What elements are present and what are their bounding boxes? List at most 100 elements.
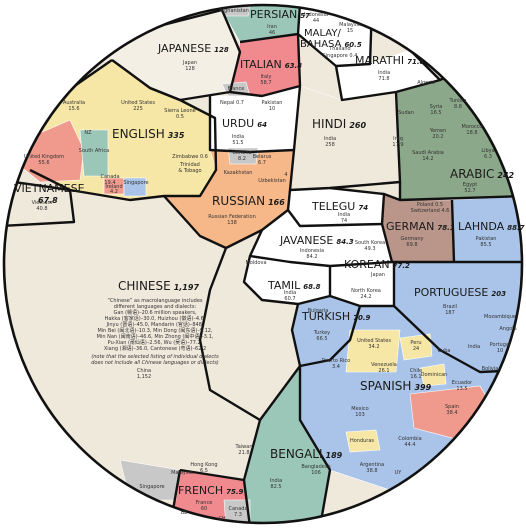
- region-spanish-dominican: [419, 363, 447, 387]
- label-malay-1: MALAY/: [304, 28, 341, 39]
- country-label: CH: [218, 516, 225, 522]
- country-label: 44.4: [404, 442, 415, 448]
- region-spanish-us: [345, 329, 401, 373]
- country-label: Malaysia: [171, 470, 193, 476]
- country-label: India: [324, 136, 336, 142]
- country-label: 26.1: [378, 368, 389, 374]
- label-turkish: TURKISH 70.9: [301, 310, 371, 323]
- country-label: 66.5: [316, 336, 327, 342]
- country-label: Australia: [63, 100, 85, 106]
- country-label: France: [196, 500, 213, 506]
- country-labels: Afghanistan Iran 46 Indonesia 44 Malaysi…: [24, 8, 517, 522]
- country-label: 60: [201, 506, 207, 512]
- country-label: Brazil: [443, 304, 457, 310]
- country-label: Morocco: [462, 124, 483, 130]
- country-label: Saudi Arabia: [412, 150, 444, 156]
- country-label: Japan: [370, 272, 385, 278]
- country-label: Spain: [445, 404, 459, 410]
- country-label: Moldova: [245, 260, 266, 266]
- country-label: different languages and dialects:: [114, 304, 197, 310]
- region-english-singapore: [123, 177, 147, 197]
- country-label: Uzbekistan: [258, 178, 286, 184]
- label-javanese: JAVANESE 84.3: [279, 234, 354, 247]
- country-label: 46: [269, 30, 275, 36]
- country-label: Pakistan: [262, 100, 283, 106]
- country-label: 15: [347, 28, 353, 34]
- country-label: BE: [181, 510, 188, 516]
- region-hindi: [289, 85, 401, 191]
- country-label: NZ: [84, 130, 92, 136]
- country-label: 10: [497, 348, 503, 354]
- country-label: South Korea: [355, 240, 385, 246]
- region-spanish-peru: [399, 333, 433, 361]
- country-label: 49.3: [364, 246, 375, 252]
- country-label: 82.5: [270, 484, 281, 490]
- country-label: 21.8: [238, 450, 249, 456]
- country-label: Argentina: [360, 462, 384, 468]
- label-urdu: URDU 64: [222, 117, 267, 130]
- country-label: Peru: [410, 340, 421, 346]
- country-label: 1,152: [137, 374, 151, 380]
- country-label: 34.2: [368, 344, 379, 350]
- label-tamil: TAMIL 68.8: [267, 279, 321, 292]
- country-label: 51.5: [232, 140, 243, 146]
- country-label: Ireland: [105, 184, 122, 190]
- country-label: 71.8: [378, 76, 389, 82]
- country-label: Cuba: [438, 348, 451, 354]
- country-label: Pu-Xian (莆仙语)–2.56, Wu (吴语)–77.2,: [108, 339, 203, 346]
- country-label: Mexico: [351, 406, 368, 412]
- country-label: South Africa: [79, 148, 109, 154]
- label-arabic: ARABIC 242: [450, 167, 515, 181]
- country-label: Italy: [261, 74, 272, 80]
- country-label: 40.8: [36, 206, 47, 212]
- country-label: 8.2: [238, 156, 246, 162]
- country-label: 60.7: [284, 296, 295, 302]
- country-label: Russian Federation: [208, 214, 255, 220]
- label-english: ENGLISH 335: [112, 127, 185, 141]
- country-label: UY: [395, 470, 403, 476]
- country-label: 69.8: [406, 242, 417, 248]
- country-label: 85.5: [480, 242, 491, 248]
- country-label: Colombia: [398, 436, 422, 442]
- country-label: Bangladesh: [301, 464, 330, 470]
- country-label: Singapore 0.4: [323, 53, 358, 59]
- country-label: 10: [269, 106, 275, 112]
- country-label: Malaysia: [339, 22, 361, 28]
- label-german: GERMAN 78.1: [386, 220, 455, 233]
- country-label: does not include all Chinese languages o…: [91, 360, 219, 366]
- label-marathi: MARATHI 71.8: [355, 54, 425, 67]
- country-label: 84.2: [306, 254, 317, 260]
- country-label: North Korea: [351, 288, 381, 294]
- country-label: Gan (赣语)–20.6 million speakers,: [113, 309, 196, 316]
- language-labels: PERSIAN 57 MALAY/ BAHASA 60.5 JAPANESE 128 …: [14, 8, 525, 497]
- country-label: Tunisia: [448, 98, 466, 104]
- country-label: Xiang (湘语)–36.0, Cantonese (粤语)–62.2: [104, 345, 206, 352]
- country-label: 8.8: [454, 104, 462, 110]
- country-label: Iran: [267, 24, 277, 30]
- country-label: Singapore: [139, 484, 164, 490]
- country-label: 17.9: [392, 142, 403, 148]
- label-hindi: HINDI 260: [312, 117, 366, 131]
- country-label: Iraq: [393, 136, 403, 142]
- country-label: 14.2: [422, 156, 433, 162]
- country-label: Honduras: [350, 438, 374, 444]
- country-label: 24.2: [360, 294, 371, 300]
- country-label: Zimbabwe 0.6: [172, 154, 208, 160]
- country-label: Canada: [100, 174, 119, 180]
- country-label: 106: [311, 470, 321, 476]
- country-label: Canada: [228, 506, 247, 512]
- country-label: Japan: [182, 60, 197, 66]
- label-vietnamese-value: 67.8: [38, 196, 58, 205]
- country-label: 6.5: [200, 468, 208, 474]
- country-label: Portugal: [490, 342, 511, 348]
- country-label: 16.5: [430, 110, 441, 116]
- country-label: Nepal 0.7: [220, 100, 244, 106]
- country-label: 74: [341, 218, 347, 224]
- label-bengali: BENGALI 189: [270, 447, 343, 461]
- country-label: Angola: [499, 326, 516, 332]
- country-label: Ukraine: [232, 150, 251, 156]
- country-label: India: [232, 134, 244, 140]
- label-italian: ITALIAN 63.8: [240, 58, 302, 71]
